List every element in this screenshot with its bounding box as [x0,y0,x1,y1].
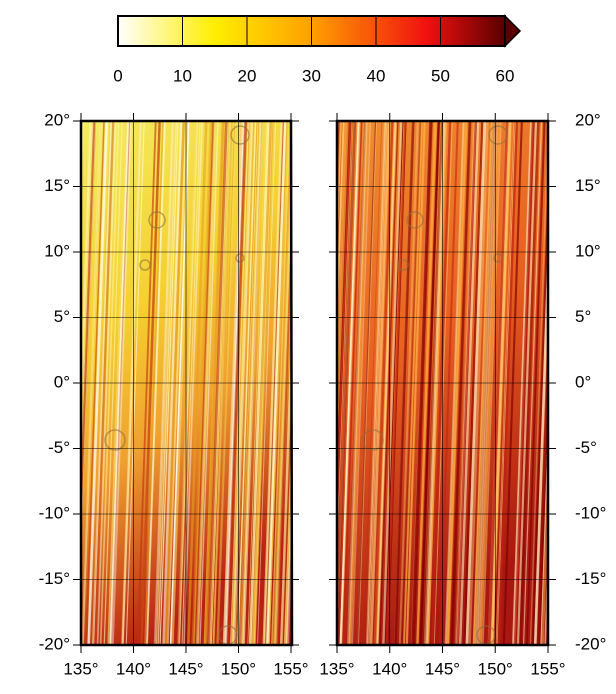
lat-tick-label: -20° [39,634,70,653]
crater [235,253,245,263]
lat-tick-label: -10° [575,503,606,522]
crater [139,259,151,271]
colorbar-tick-label: 50 [431,66,450,85]
crater [406,211,424,229]
colorbar-tick-label: 10 [173,66,192,85]
crater [104,429,126,451]
texture-stripe [538,121,548,645]
colorbar-tick-label: 30 [302,66,321,85]
texture-stripe [540,121,548,645]
crater [493,253,503,263]
crater [230,125,250,145]
lat-tick-label: 15° [575,176,601,195]
lon-tick-label: 155° [530,659,565,678]
lat-tick-label: 20° [44,110,70,129]
texture-stripe [337,121,343,645]
crater [397,259,409,271]
texture-stripe [285,121,292,645]
texture-stripe [283,121,292,645]
lon-tick-label: 145° [168,659,203,678]
crater [362,429,384,451]
lat-tick-label: -10° [39,503,70,522]
lon-tick-label: 150° [221,659,256,678]
crater [148,211,166,229]
colorbar-extension [504,14,522,48]
lat-tick-label: 20° [575,110,601,129]
texture-stripe [540,121,548,645]
lat-tick-label: 0° [575,372,591,391]
lat-tick-label: -5° [48,438,70,457]
lon-tick-label: 135° [63,659,98,678]
lat-tick-label: 10° [44,241,70,260]
colorbar-tick-label: 40 [367,66,386,85]
lon-tick-label: 140° [372,659,407,678]
texture-stripe [286,121,292,645]
colorbar-tick-label: 20 [238,66,257,85]
lon-tick-label: 150° [478,659,513,678]
texture-stripe [284,121,292,645]
map-frame [79,119,294,647]
lat-tick-label: -5° [575,438,597,457]
colorbar-tick-label: 0 [113,66,122,85]
crater [488,125,508,145]
lon-tick-label: 140° [116,659,151,678]
lon-tick-label: 155° [273,659,308,678]
lat-tick-label: 15° [44,176,70,195]
texture-stripe [337,121,346,645]
texture-stripe [337,121,345,645]
lon-tick-label: 135° [319,659,354,678]
texture-stripe [541,121,548,645]
map-frame [335,119,550,647]
lat-tick-label: -20° [575,634,606,653]
lat-tick-label: 5° [575,307,591,326]
lon-tick-label: 145° [425,659,460,678]
lat-tick-label: -15° [575,569,606,588]
lat-tick-label: 0° [54,372,70,391]
colorbar-tick-label: 60 [496,66,515,85]
lat-tick-label: -15° [39,569,70,588]
lat-tick-label: 5° [54,307,70,326]
lat-tick-label: 10° [575,241,601,260]
